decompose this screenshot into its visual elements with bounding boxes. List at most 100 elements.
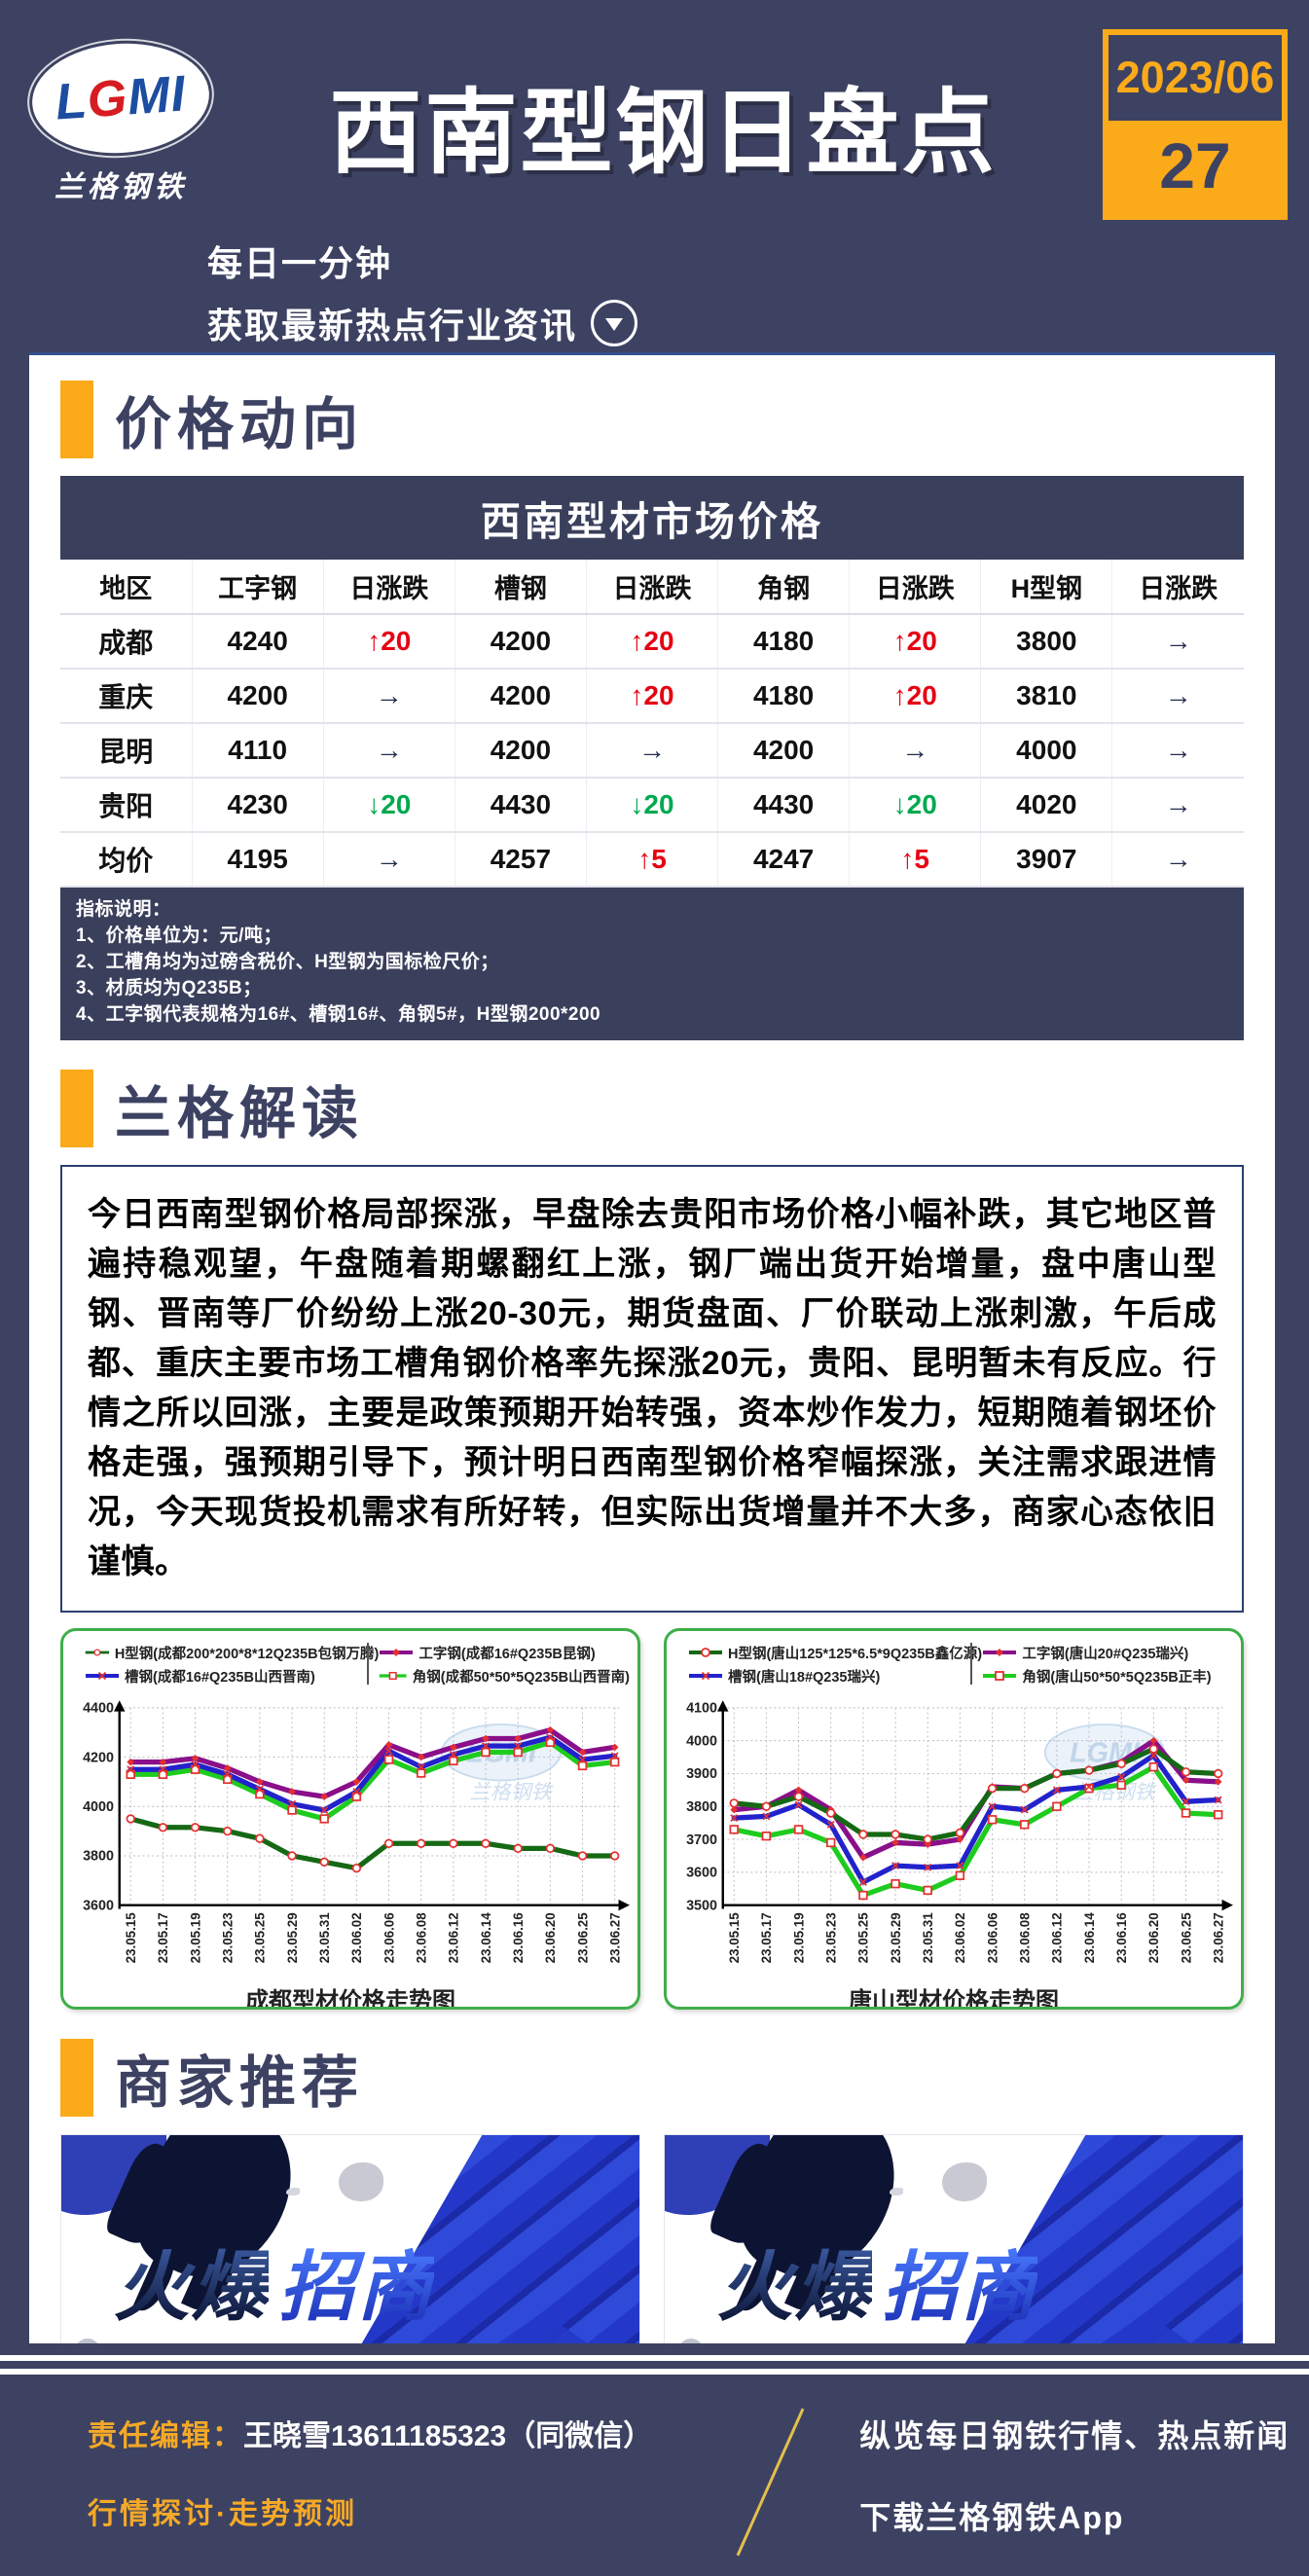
gray-dot-decor (678, 2338, 704, 2343)
table-row: 昆明 4110 → 4200 → 4200 → 4000 → (60, 723, 1244, 779)
region-cell: 昆明 (60, 723, 193, 779)
svg-text:23.06.27: 23.06.27 (1211, 1912, 1225, 1963)
chart-card-tangshan: H型钢(唐山125*125*6.5*9Q235B鑫亿源) 工字钢(唐山20#Q23… (664, 1627, 1244, 2010)
price-cell: 4180 (717, 669, 851, 724)
change-cell: ↓20 (849, 778, 982, 833)
interpretation-box: 今日西南型钢价格局部探涨，早盘除去贵阳市场价格小幅补跌，其它地区普遍持稳观望，午… (60, 1164, 1244, 1613)
legend-item: 槽钢(唐山18#Q235瑞兴) (688, 1666, 982, 1687)
gray-splash-decor (942, 2161, 988, 2201)
chart-title: 唐山型材价格走势图 (849, 1987, 1059, 2010)
table-row: 成都 4240 ↑20 4200 ↑20 4180 ↑20 3800 → (60, 614, 1244, 670)
svg-text:23.06.12: 23.06.12 (1050, 1912, 1065, 1963)
svg-text:23.05.31: 23.05.31 (921, 1912, 935, 1964)
price-table-block: 西南型材市场价格 地区 工字钢 日涨跌 槽钢 日涨跌 角钢 日涨跌 H型钢 日涨跌 成都 4240… (60, 476, 1244, 1040)
svg-text:23.06.27: 23.06.27 (607, 1912, 622, 1963)
region-cell: 贵阳 (60, 778, 193, 833)
svg-text:23.05.15: 23.05.15 (727, 1912, 742, 1964)
change-cell: → (323, 669, 455, 724)
column-header: 角钢 (717, 560, 851, 615)
price-cell: 4430 (455, 778, 587, 833)
svg-text:23.05.25: 23.05.25 (253, 1912, 268, 1964)
price-cell: 4247 (717, 832, 851, 888)
price-cell: 4200 (192, 669, 324, 724)
chart-legend: H型钢(唐山125*125*6.5*9Q235B鑫亿源) 工字钢(唐山20#Q23… (674, 1641, 1233, 1692)
svg-text:23.06.08: 23.06.08 (1017, 1912, 1032, 1964)
change-cell: ↑20 (323, 614, 455, 670)
column-header: 日涨跌 (586, 560, 719, 615)
heading-accent-bar (60, 2038, 93, 2117)
change-cell: ↓20 (586, 778, 719, 833)
svg-text:3700: 3700 (686, 1832, 717, 1848)
change-cell: → (1111, 614, 1244, 670)
svg-text:4400: 4400 (83, 1700, 114, 1716)
change-cell: → (1111, 832, 1244, 888)
change-cell: → (1111, 669, 1244, 724)
legend-item: 工字钢(唐山20#Q235瑞兴) (982, 1643, 1233, 1663)
svg-text:23.06.25: 23.06.25 (1179, 1912, 1193, 1964)
footer-editor-block: 责任编辑：王晓雪13611185323（同微信） 行情探讨·走势预测 (88, 2412, 652, 2532)
svg-text:3600: 3600 (686, 1865, 717, 1880)
note-line: 1、价格单位为：元/吨； (76, 925, 282, 946)
chart-title: 成都型材价格走势图 (245, 1987, 455, 2010)
banner-headline-blue: 招商 (882, 2243, 1038, 2330)
date-month: 2023/06 (1109, 35, 1282, 121)
change-cell: → (323, 723, 455, 779)
heading-accent-bar (60, 1069, 93, 1147)
region-cell: 成都 (60, 614, 193, 670)
gray-splash-decor (339, 2161, 384, 2201)
editor-value: 王晓雪13611185323（同微信） (243, 2420, 653, 2452)
change-cell: ↓20 (323, 778, 455, 833)
logo-subtext: 兰格钢铁 (55, 171, 187, 203)
section-merchants-heading: 商家推荐 (60, 2037, 1244, 2119)
column-header: H型钢 (980, 560, 1113, 615)
note-line: 4、工字钢代表规格为16#、槽钢16#、角钢5#，H型钢200*200 (76, 1003, 601, 1025)
change-cell: ↑20 (849, 669, 982, 724)
price-cell: 4257 (455, 832, 587, 888)
column-header: 日涨跌 (849, 560, 982, 615)
svg-text:23.06.20: 23.06.20 (543, 1912, 558, 1963)
banner-headline-blue: 招商 (278, 2243, 435, 2330)
price-cell: 4240 (192, 614, 324, 670)
lgmi-logo: LGMI 兰格钢铁 (18, 37, 224, 205)
table-notes: 指标说明： 1、价格单位为：元/吨； 2、工槽角均为过磅含税价、H型钢为国标检尺价；… (60, 888, 1244, 1040)
date-day: 27 (1109, 121, 1282, 214)
svg-text:23.05.29: 23.05.29 (889, 1912, 903, 1963)
svg-text:23.05.31: 23.05.31 (317, 1912, 332, 1964)
footer-divider (0, 2343, 1309, 2355)
chart-legend: H型钢(成都200*200*8*12Q235B包钢万腾) 工字钢(成都16#Q23… (71, 1641, 630, 1692)
price-cell: 4200 (717, 723, 851, 779)
svg-text:23.06.14: 23.06.14 (479, 1912, 493, 1964)
svg-text:23.06.16: 23.06.16 (511, 1912, 526, 1963)
svg-text:23.06.06: 23.06.06 (382, 1912, 396, 1963)
svg-text:23.06.02: 23.06.02 (349, 1912, 364, 1963)
change-cell: → (586, 723, 719, 779)
section-price-heading: 价格动向 (60, 379, 1244, 460)
price-cell: 4230 (192, 778, 324, 833)
svg-text:23.06.25: 23.06.25 (575, 1912, 590, 1964)
svg-text:23.06.12: 23.06.12 (447, 1912, 461, 1963)
change-cell: → (849, 723, 982, 779)
svg-text:23.05.17: 23.05.17 (759, 1912, 774, 1963)
chart-card-chengdu: H型钢(成都200*200*8*12Q235B包钢万腾) 工字钢(成都16#Q23… (60, 1627, 640, 2010)
logo-text: LGMI (54, 65, 188, 131)
svg-text:23.06.06: 23.06.06 (985, 1912, 1000, 1963)
change-cell: ↑5 (849, 832, 982, 888)
price-cell: 4000 (980, 723, 1113, 779)
svg-text:23.05.19: 23.05.19 (791, 1912, 806, 1963)
svg-text:23.05.19: 23.05.19 (188, 1912, 202, 1963)
legend-item: 工字钢(成都16#Q235B昆钢) (379, 1643, 630, 1663)
svg-text:3500: 3500 (686, 1898, 717, 1913)
change-cell: ↑5 (586, 832, 719, 888)
note-line: 3、材质均为Q235B； (76, 977, 262, 998)
svg-text:4000: 4000 (686, 1733, 717, 1749)
page-title: 西南型钢日盘点 (329, 81, 998, 185)
svg-text:4100: 4100 (686, 1700, 717, 1716)
note-line: 2、工槽角均为过磅含税价、H型钢为国标检尺价； (76, 951, 499, 972)
price-cell: 4180 (717, 614, 851, 670)
subtitle-line2: 获取最新热点行业资讯 (207, 306, 578, 345)
svg-text:3600: 3600 (83, 1898, 114, 1913)
